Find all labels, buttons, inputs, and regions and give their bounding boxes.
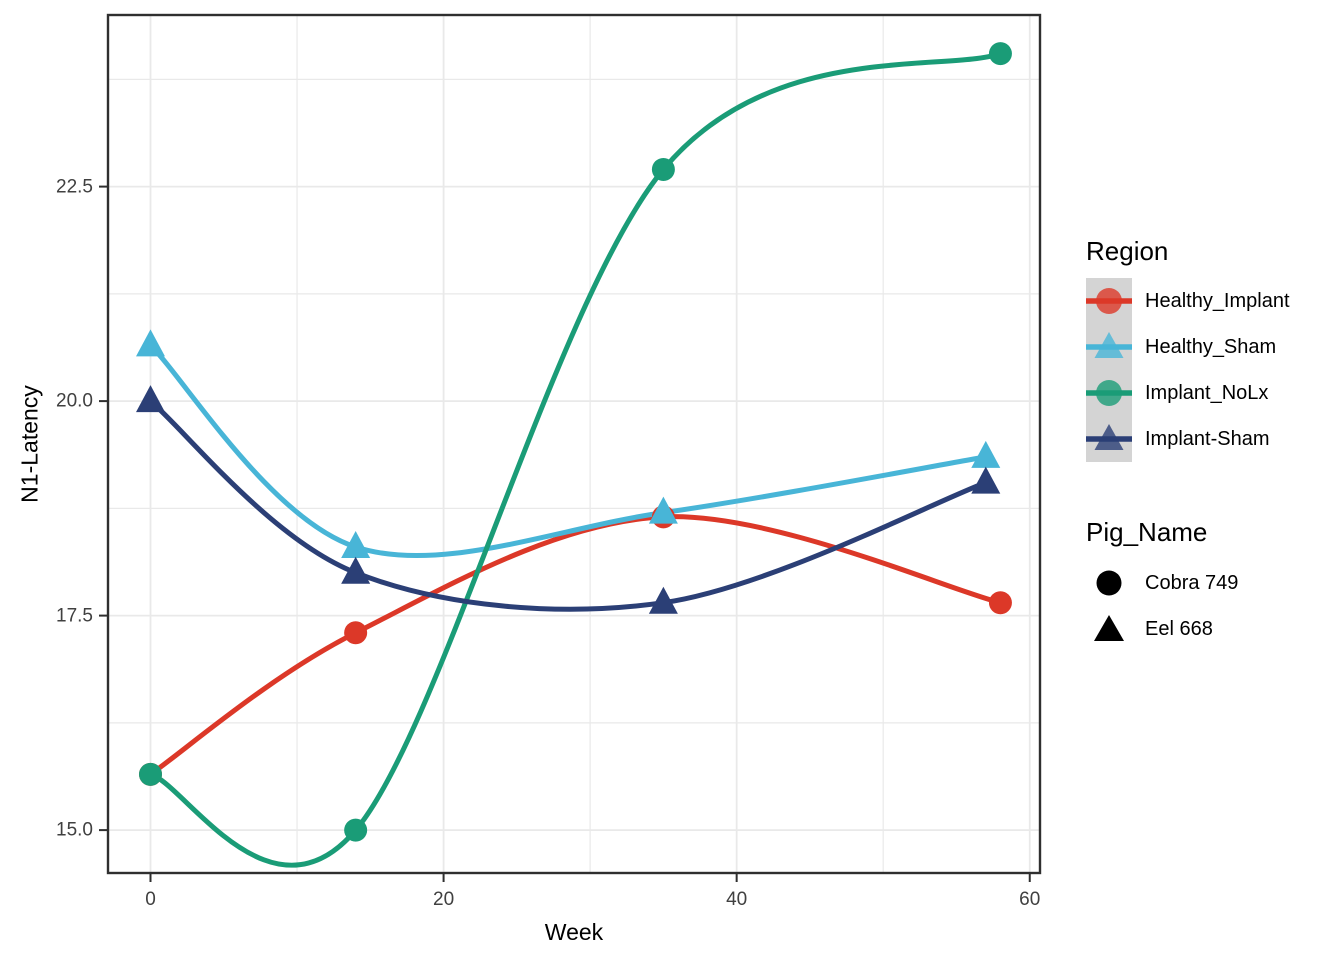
- legend-item-implant-sham: Implant-Sham: [1086, 416, 1290, 462]
- y-axis-title: N1-Latency: [16, 385, 43, 503]
- x-tick-label-60: 60: [1019, 889, 1041, 910]
- implant-sham-line-point-icon: [1086, 416, 1132, 462]
- legend-label: Healthy_Sham: [1145, 336, 1277, 358]
- implant-nolx-line-point-icon: [1086, 370, 1132, 416]
- circle-marker-icon: [1086, 560, 1132, 606]
- legend-region: Healthy_Implant Healthy_Sham Implant_NoL…: [1086, 278, 1290, 462]
- x-tick-label-20: 20: [433, 889, 455, 910]
- y-tick-label-22-5: 22.5: [56, 176, 93, 198]
- legend-label: Implant-Sham: [1145, 428, 1270, 450]
- legend-label: Implant_NoLx: [1145, 382, 1269, 404]
- x-tick-label-0: 0: [145, 889, 156, 910]
- legend-item-eel-668: Eel 668: [1086, 606, 1238, 652]
- y-tick-label-17-5: 17.5: [56, 605, 93, 627]
- legend-item-healthy-sham: Healthy_Sham: [1086, 324, 1290, 370]
- legend-pig-name: Cobra 749 Eel 668: [1086, 560, 1238, 652]
- legend-label: Healthy_Implant: [1145, 290, 1290, 312]
- x-tick-label-40: 40: [726, 889, 748, 910]
- legend-label: Eel 668: [1145, 618, 1213, 640]
- legend-item-cobra-749: Cobra 749: [1086, 560, 1238, 606]
- legend-region-title: Region: [1086, 236, 1169, 266]
- healthy-implant-line-point-icon: [1086, 278, 1132, 324]
- legend-item-healthy-implant: Healthy_Implant: [1086, 278, 1290, 324]
- triangle-marker-icon: [1086, 606, 1132, 652]
- legend-pig-name-title: Pig_Name: [1086, 517, 1208, 547]
- legend-item-implant-nolx: Implant_NoLx: [1086, 370, 1290, 416]
- healthy-sham-line-point-icon: [1086, 324, 1132, 370]
- y-tick-label-15-0: 15.0: [56, 819, 93, 841]
- legend-label: Cobra 749: [1145, 572, 1239, 594]
- x-axis-title: Week: [544, 919, 604, 945]
- y-tick-label-20-0: 20.0: [56, 390, 93, 412]
